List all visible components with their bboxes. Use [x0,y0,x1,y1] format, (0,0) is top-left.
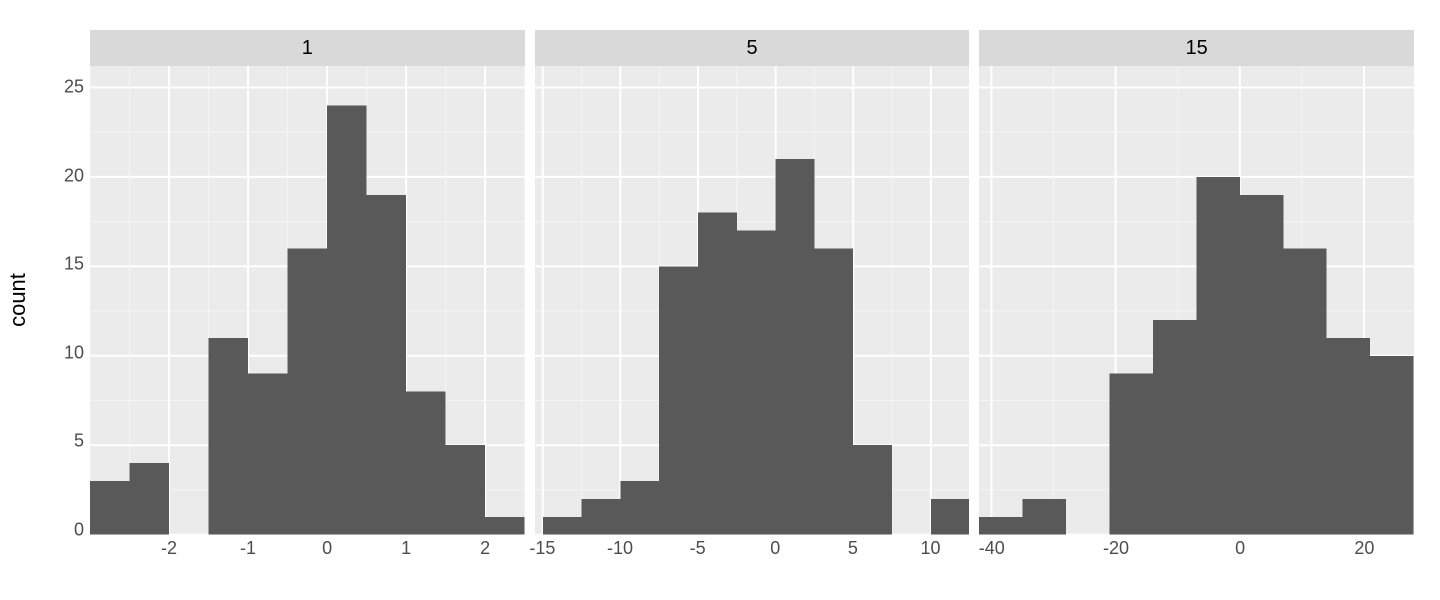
histogram-bar [90,481,130,535]
y-tick-label: 15 [44,254,84,275]
x-tick-label: -2 [161,538,177,559]
panel-body [535,66,970,535]
histogram-bar [209,338,249,535]
y-axis-label: count [5,273,31,327]
facet-panel: 15 [979,30,1414,530]
histogram-bar [446,445,486,534]
x-tick-label: -40 [979,538,1005,559]
histogram-bar [853,445,892,534]
x-tick-label: 0 [322,538,332,559]
x-tick-label: 10 [921,538,941,559]
histogram-bar [367,195,407,535]
x-tick-label: 0 [1235,538,1245,559]
histogram-bar [1197,177,1240,535]
histogram-bar [775,159,814,535]
histogram-bars [542,159,969,535]
histogram-bar [130,463,170,535]
histogram-bar [698,213,737,535]
histogram-bar [1240,195,1283,535]
histogram-bar [931,499,970,535]
histogram-bar [1110,374,1153,535]
x-tick-label: 1 [401,538,411,559]
histogram-bar [581,499,620,535]
histogram-bar [620,481,659,535]
y-tick-label: 10 [44,342,84,363]
x-tick-label: 2 [480,538,490,559]
histogram-bar [1023,499,1066,535]
histogram-bar [1327,338,1370,535]
facet-strip-label: 5 [535,30,970,66]
panel-body [979,66,1414,535]
histogram-bar [979,517,1022,535]
x-tick-panel: -15-10-50510 [535,536,970,566]
y-axis-ticks: 0510152025 [44,66,84,530]
x-tick-label: -1 [240,538,256,559]
y-tick-label: 5 [44,431,84,452]
histogram-bar [659,266,698,534]
x-tick-label: 20 [1354,538,1374,559]
histogram-bar [1284,248,1327,534]
y-tick-label: 20 [44,165,84,186]
x-axis-ticks-row: -2-1012-15-10-50510-40-20020 [90,536,1414,566]
histogram-bar [1153,320,1196,535]
histogram-bar [542,517,581,535]
histogram-bar [288,248,328,534]
histogram-bar [736,231,775,535]
x-tick-label: -20 [1103,538,1129,559]
panel-row: 1515 [90,30,1414,530]
histogram-bar [1371,356,1414,535]
x-tick-panel: -40 -20 0 20 [979,536,1414,566]
y-tick-label: 0 [44,520,84,541]
histogram-bar [406,392,446,535]
facet-strip-label: 1 [90,30,525,66]
panel-svg [979,66,1414,535]
x-tick-label: 5 [848,538,858,559]
histogram-bar [814,248,853,534]
panel-svg [535,66,970,535]
x-tick-label: -15 [529,538,555,559]
facet-strip-label: 15 [979,30,1414,66]
x-tick-panel: -2 -1 0 1 2 [90,536,525,566]
y-tick-label: 25 [44,77,84,98]
facet-panel: 5 [535,30,970,530]
x-tick-label: 0 [770,538,780,559]
panel-svg [90,66,525,535]
x-tick-label: -10 [607,538,633,559]
histogram-bar [327,105,367,534]
facet-panel: 1 [90,30,525,530]
histogram-bar [485,517,525,535]
x-tick-label: -5 [690,538,706,559]
panel-body [90,66,525,535]
facet-histogram-figure: count 0510152025 1515 -2-1012-15-10-5051… [0,0,1440,600]
histogram-bar [248,374,288,535]
histogram-bars [90,105,525,534]
